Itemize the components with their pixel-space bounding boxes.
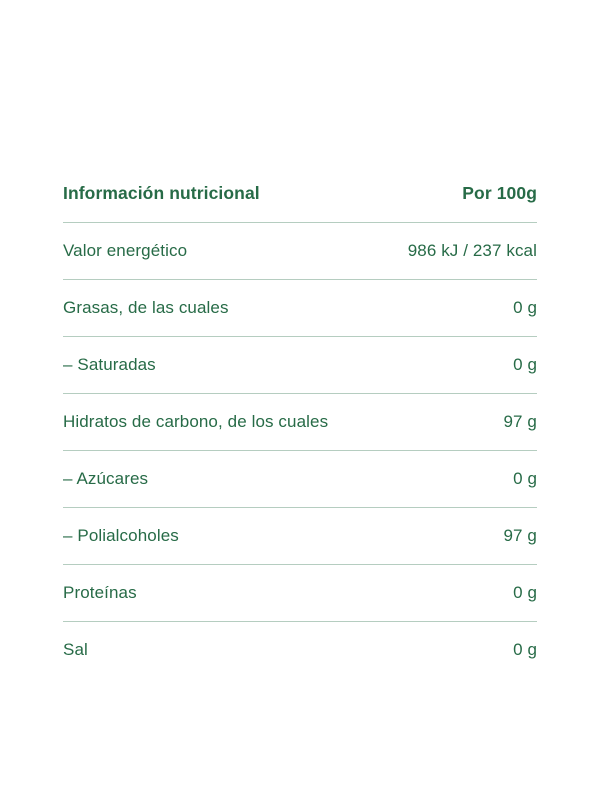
- nutrient-value: 986 kJ / 237 kcal: [407, 241, 537, 260]
- nutrient-label: Hidratos de carbono, de los cuales: [63, 412, 329, 431]
- table-row-saturated-fat: – Saturadas 0 g: [63, 337, 537, 394]
- nutrition-table-header: Información nutricional Por 100g: [63, 183, 537, 223]
- table-title: Información nutricional: [63, 183, 260, 203]
- nutrient-label: Proteínas: [63, 583, 137, 602]
- nutrient-label: Grasas, de las cuales: [63, 298, 229, 317]
- nutrient-label: Valor energético: [63, 241, 188, 260]
- table-row-salt: Sal 0 g: [63, 622, 537, 678]
- table-row-polyols: – Polialcoholes 97 g: [63, 508, 537, 565]
- nutrient-label: Sal: [63, 640, 88, 659]
- nutrient-value: 0 g: [513, 640, 537, 659]
- table-row-energy: Valor energético 986 kJ / 237 kcal: [63, 223, 537, 280]
- table-row-sugars: – Azúcares 0 g: [63, 451, 537, 508]
- table-row-carbohydrates: Hidratos de carbono, de los cuales 97 g: [63, 394, 537, 451]
- nutrient-label: – Azúcares: [63, 469, 149, 488]
- nutrient-value: 0 g: [513, 355, 537, 374]
- nutrient-label: – Polialcoholes: [63, 526, 179, 545]
- nutrient-value: 0 g: [513, 298, 537, 317]
- table-row-fat: Grasas, de las cuales 0 g: [63, 280, 537, 337]
- nutrition-table: Información nutricional Por 100g Valor e…: [63, 183, 537, 678]
- table-row-protein: Proteínas 0 g: [63, 565, 537, 622]
- nutrient-value: 0 g: [513, 469, 537, 488]
- nutrient-value: 0 g: [513, 583, 537, 602]
- per-100g-label: Por 100g: [462, 183, 537, 203]
- nutrient-label: – Saturadas: [63, 355, 156, 374]
- nutrient-value: 97 g: [503, 526, 537, 545]
- nutrient-value: 97 g: [503, 412, 537, 431]
